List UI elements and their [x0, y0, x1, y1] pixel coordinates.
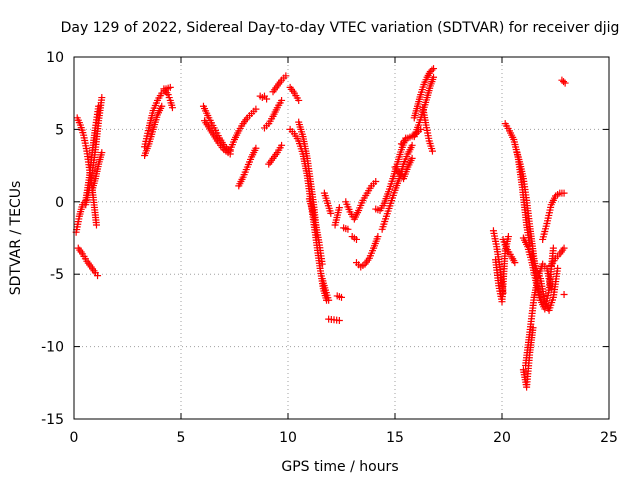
- series-arc-f1: [410, 65, 438, 122]
- data-point: [327, 209, 335, 217]
- series-arc-b1: [141, 83, 174, 151]
- series-arc-j3: [558, 76, 569, 87]
- y-axis-label: SDTVAR / TECUs: [8, 181, 24, 296]
- series-arc-e5: [378, 141, 416, 233]
- data-point: [335, 317, 343, 325]
- x-tick-label: 5: [177, 430, 186, 446]
- x-tick-label: 25: [600, 430, 618, 446]
- series-arc-b3: [160, 85, 176, 112]
- grid-lines: [74, 57, 609, 419]
- data-point: [554, 264, 562, 272]
- x-tick-label: 0: [70, 430, 79, 446]
- data-point: [430, 65, 438, 73]
- data-point: [504, 233, 512, 241]
- series-arc-c4: [235, 144, 260, 190]
- data-point: [252, 144, 260, 152]
- series-arc-c7: [269, 72, 290, 96]
- series-arc-g2: [492, 233, 512, 306]
- series-arc-d5: [320, 189, 335, 217]
- series-arc-i4: [528, 250, 562, 314]
- y-tick-label: 5: [55, 122, 64, 138]
- data-point: [158, 102, 166, 110]
- series-arc-e1: [342, 178, 380, 223]
- data-point: [282, 72, 290, 80]
- x-tick-label: 15: [386, 430, 404, 446]
- series-arc-a5: [88, 149, 106, 194]
- data-point: [408, 141, 416, 149]
- data-point: [98, 94, 106, 102]
- y-tick-label: -15: [41, 412, 64, 428]
- series-arc-e6: [391, 154, 416, 183]
- series-arc-d3: [305, 195, 326, 268]
- plot-frame: [73, 56, 610, 420]
- data-point: [252, 105, 260, 113]
- data-point: [344, 225, 352, 233]
- data-point: [430, 73, 438, 81]
- data-points: [72, 65, 569, 391]
- series-arc-j4: [560, 290, 568, 298]
- series-arc-c2: [201, 117, 234, 158]
- series-arc-e3: [348, 233, 360, 243]
- data-point: [560, 290, 568, 298]
- data-point: [561, 79, 569, 87]
- series-arc-c9: [286, 83, 303, 104]
- y-tick-label: 10: [46, 50, 64, 66]
- data-point: [168, 104, 176, 112]
- data-point: [166, 83, 174, 91]
- series-arc-g3: [499, 235, 519, 267]
- data-point: [428, 147, 436, 155]
- data-point: [560, 244, 568, 252]
- series-arc-c6: [260, 96, 286, 132]
- series-arc-d1: [286, 125, 331, 304]
- data-point: [372, 178, 380, 186]
- data-point: [560, 189, 568, 197]
- series-arc-a4: [74, 244, 102, 280]
- data-point: [278, 96, 286, 104]
- x-tick-label: 10: [279, 430, 297, 446]
- series-arc-i3: [519, 324, 537, 391]
- series-arc-d8: [333, 292, 345, 301]
- data-point: [263, 95, 271, 103]
- series-arc-d6: [325, 315, 343, 325]
- data-point: [428, 66, 436, 74]
- series-arc-j2: [547, 244, 568, 270]
- y-tick-label: -5: [50, 267, 64, 283]
- data-point: [549, 244, 557, 252]
- data-point: [295, 96, 303, 104]
- x-tick-label: 20: [493, 430, 511, 446]
- data-point: [278, 141, 286, 149]
- data-point: [408, 154, 416, 162]
- series-arc-c8: [265, 141, 286, 168]
- series-arc-f3: [419, 104, 436, 155]
- series-arc-h2: [513, 149, 543, 301]
- series-arc-a3: [82, 94, 106, 209]
- tick-labels: 0 5 10 15 20 25 -15 -10 -5 0 5 10: [41, 50, 618, 446]
- data-point: [374, 233, 382, 241]
- data-point: [92, 221, 100, 229]
- data-point: [529, 324, 537, 332]
- y-tick-label: 0: [55, 195, 64, 211]
- series-arc-d4: [318, 275, 333, 304]
- data-point: [338, 293, 345, 301]
- data-point: [98, 149, 106, 157]
- data-point: [352, 235, 360, 243]
- x-axis-label: GPS time / hours: [281, 459, 398, 475]
- data-point: [94, 272, 102, 280]
- y-tick-label: -10: [41, 340, 64, 356]
- data-point: [560, 78, 568, 86]
- series-arc-b2: [141, 102, 166, 159]
- series-arc-d9: [340, 224, 352, 233]
- series-arc-d7: [331, 204, 343, 229]
- series-arc-c5: [256, 92, 271, 103]
- chart-title: Day 129 of 2022, Sidereal Day-to-day VTE…: [61, 20, 620, 36]
- series-arc-j1: [539, 189, 568, 243]
- data-point: [318, 260, 326, 268]
- data-point: [511, 259, 519, 267]
- series-arc-c3: [226, 105, 260, 154]
- data-point: [325, 296, 333, 304]
- series-arc-e2: [352, 233, 382, 271]
- data-point: [335, 204, 343, 212]
